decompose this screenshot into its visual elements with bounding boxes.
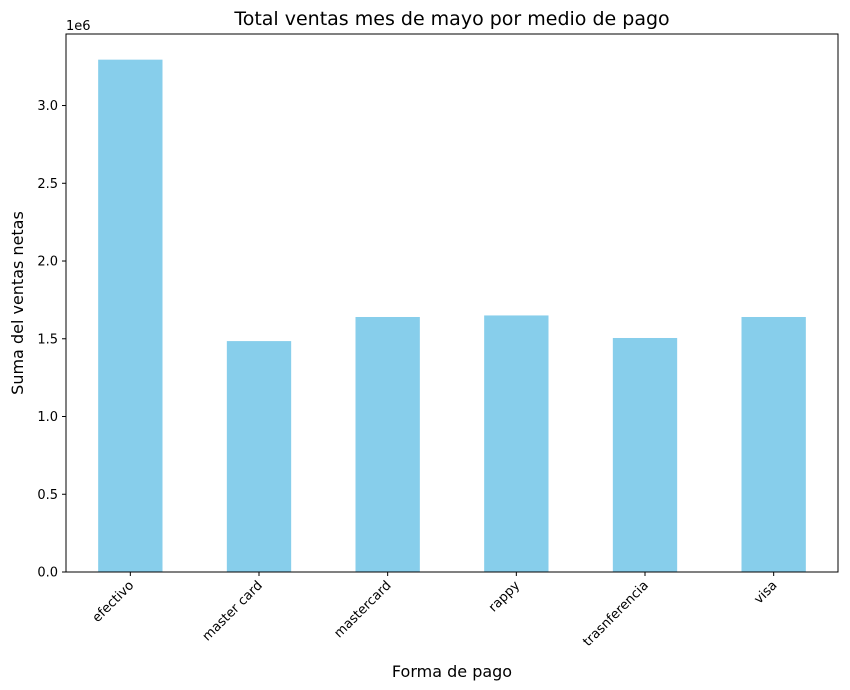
y-tick-label: 0.0 [37, 566, 58, 581]
y-tick-label: 0.5 [37, 488, 58, 503]
bar-mastercard [355, 316, 420, 572]
bar-trasnferencia [612, 337, 678, 572]
x-tick-label: visa [751, 578, 780, 607]
x-tick-label: mastercard [332, 578, 395, 641]
x-axis-ticks: efectivo master card mastercard rappy trasnf… [90, 572, 780, 650]
bars-group [98, 59, 806, 573]
bar-efectivo [98, 59, 163, 573]
y-tick-label: 2.0 [37, 255, 58, 270]
bar-rappy [484, 315, 549, 572]
bar-visa [741, 316, 806, 572]
x-tick-label: master card [200, 578, 266, 644]
y-tick-label: 3.0 [37, 99, 58, 114]
x-tick-label: efectivo [90, 578, 137, 625]
y-tick-label: 1.0 [37, 410, 58, 425]
plot-frame [65, 33, 839, 573]
bar-master-card [226, 341, 292, 572]
x-tick-label: trasnferencia [580, 578, 651, 649]
y-axis-title: Suma del ventas netas [8, 211, 27, 395]
x-tick-label: rappy [486, 578, 523, 615]
chart-title: Total ventas mes de mayo por medio de pa… [233, 8, 669, 30]
y-tick-label: 2.5 [37, 177, 58, 192]
x-axis-title: Forma de pago [392, 662, 512, 681]
y-tick-label: 1.5 [37, 332, 58, 347]
y-scale-label: 1e6 [66, 19, 91, 34]
y-axis-ticks: 0.0 0.5 1.0 1.5 2.0 2.5 3.0 [37, 99, 66, 581]
